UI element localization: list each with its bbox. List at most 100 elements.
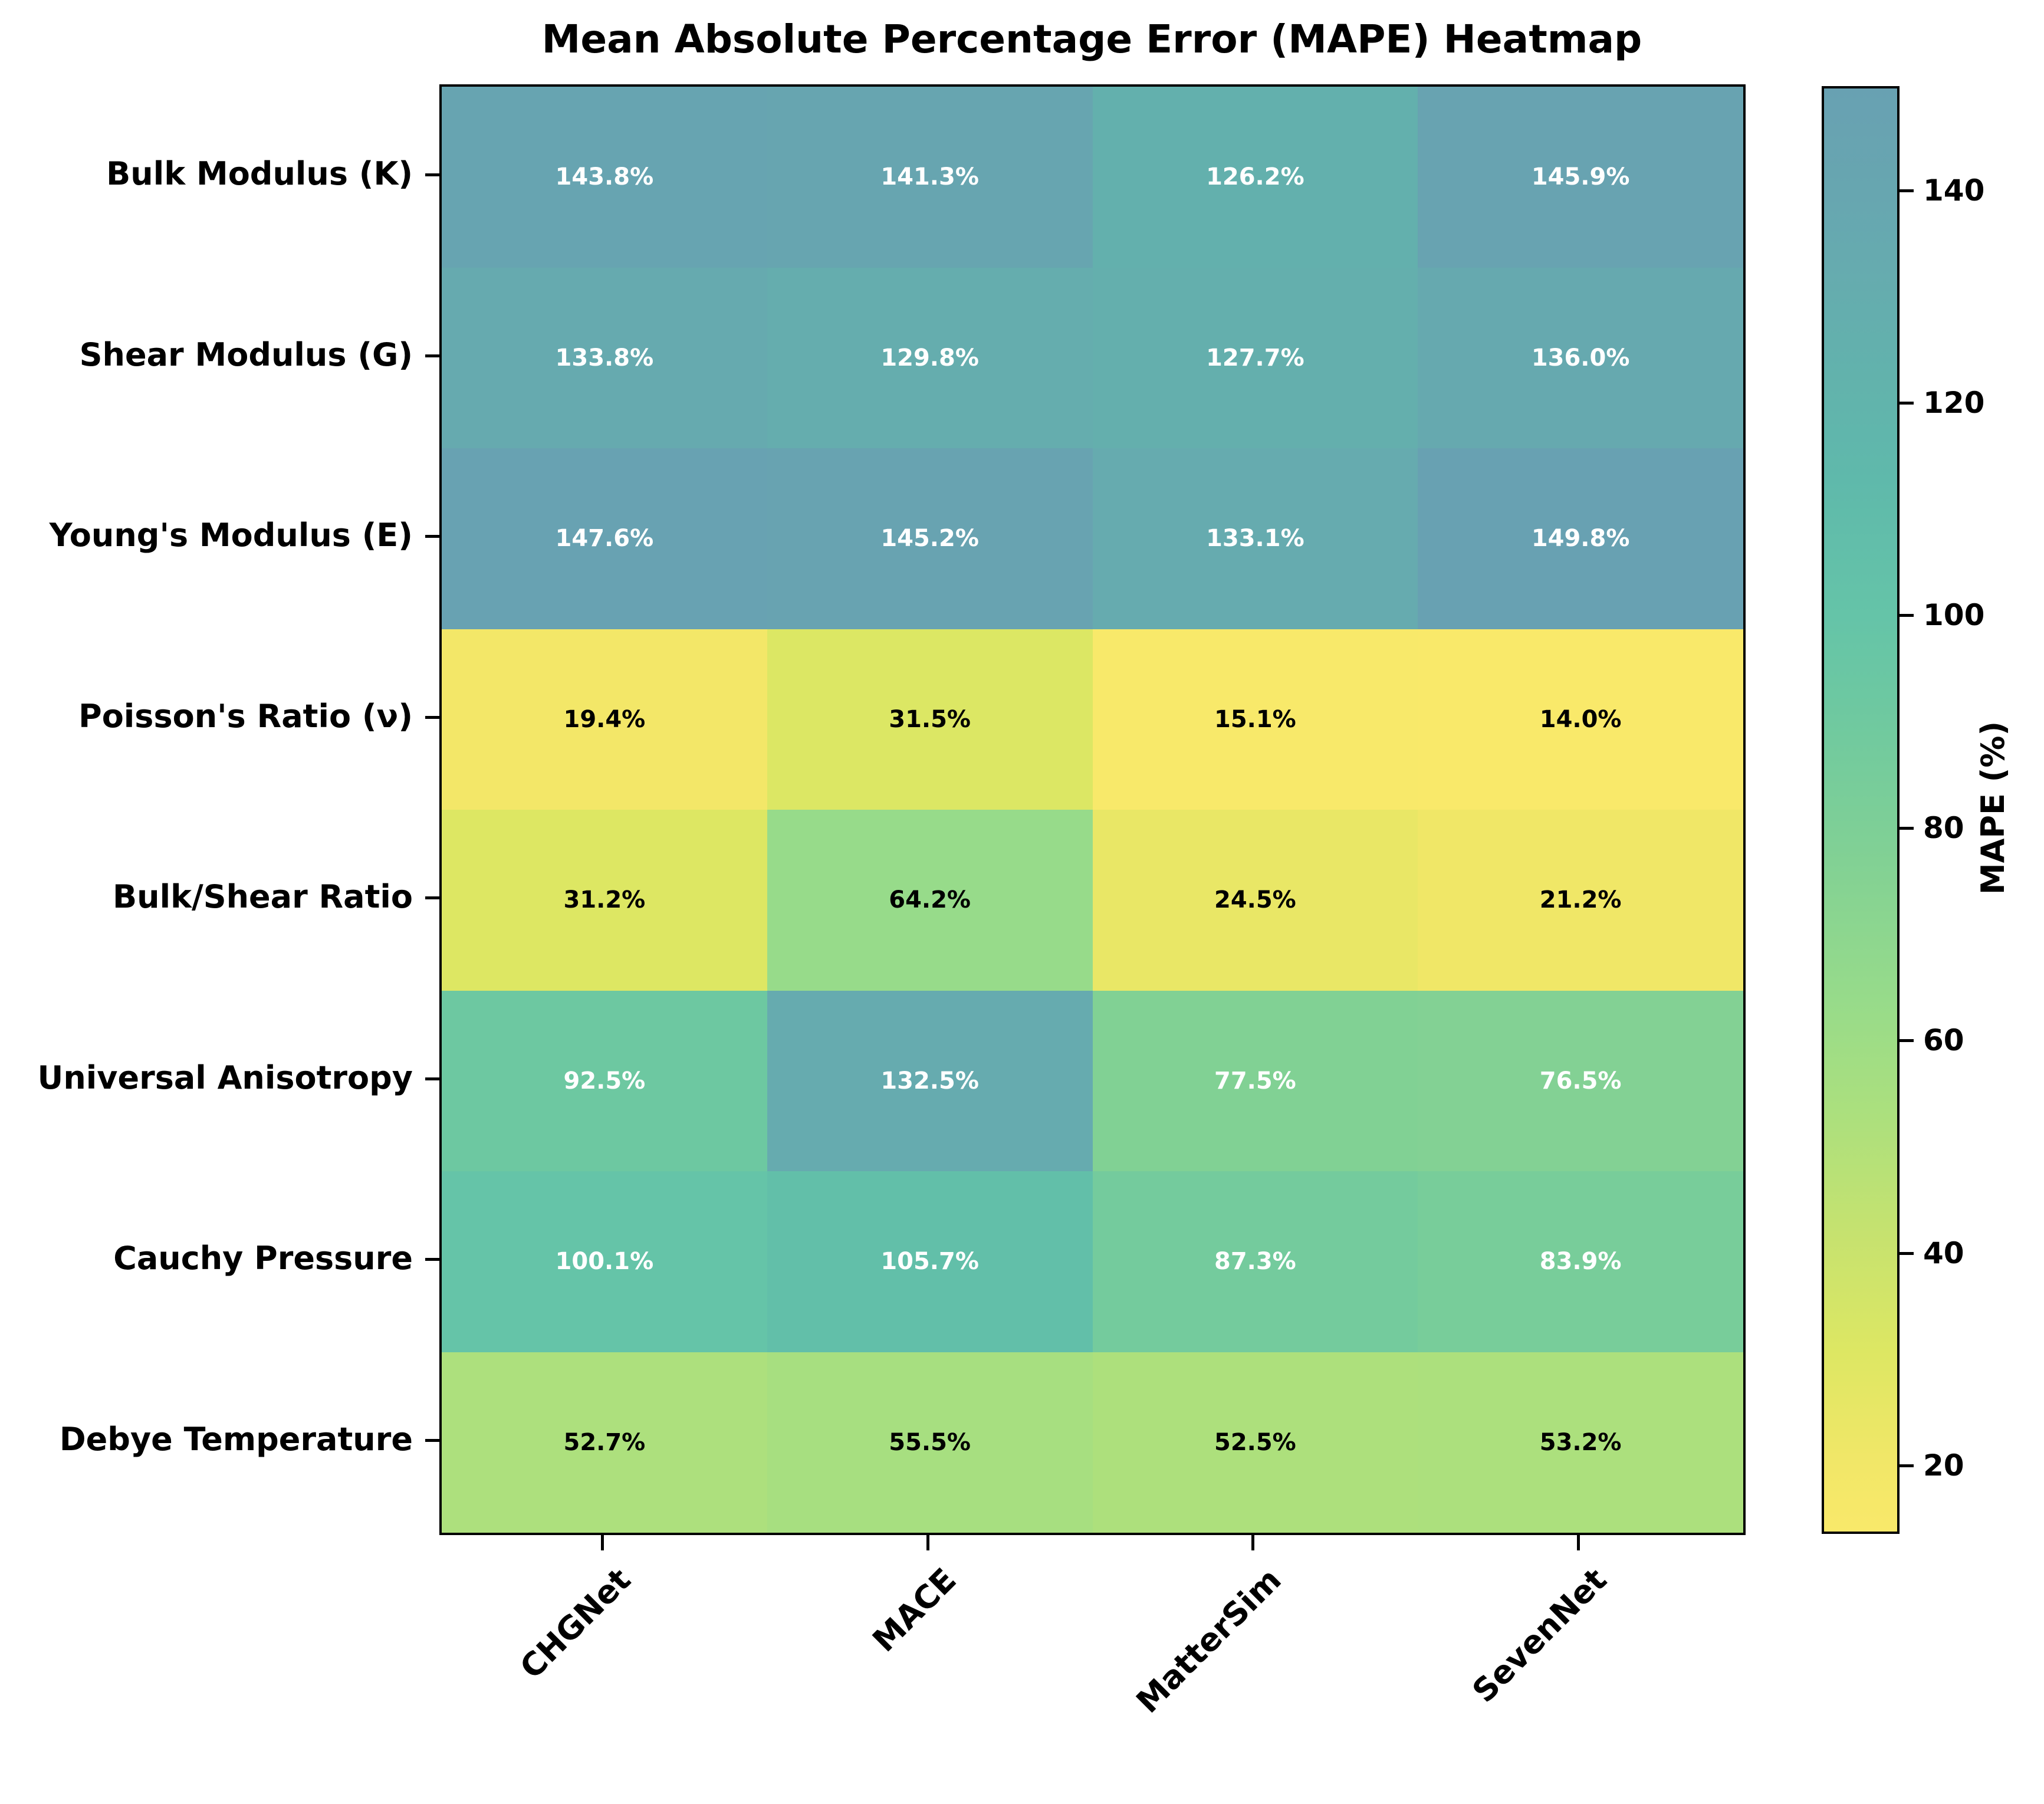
cell-value-label: 76.5% (1539, 1067, 1622, 1095)
heatmap-cell: 15.1% (1092, 629, 1418, 810)
colorbar-gradient (1822, 86, 1900, 1534)
cell-value-label: 64.2% (889, 886, 971, 914)
heatmap-cell: 52.7% (442, 1352, 767, 1533)
cell-value-label: 92.5% (563, 1067, 646, 1095)
cell-value-label: 136.0% (1531, 344, 1630, 372)
cell-value-label: 126.2% (1206, 163, 1304, 191)
heatmap-cell: 92.5% (442, 990, 767, 1171)
cell-value-label: 55.5% (889, 1428, 971, 1456)
colorbar-tick-mark (1900, 1039, 1914, 1043)
colorbar-axis-label: MAPE (%) (1974, 721, 2012, 895)
y-tick-mark (425, 354, 439, 357)
y-tick-mark (425, 896, 439, 900)
cell-value-label: 24.5% (1214, 886, 1296, 914)
y-tick-label: Bulk/Shear Ratio (112, 878, 413, 916)
y-tick-label: Universal Anisotropy (37, 1059, 413, 1096)
cell-value-label: 145.2% (880, 525, 979, 553)
heatmap-cell: 24.5% (1092, 810, 1418, 991)
x-tick-label: CHGNet (512, 1561, 638, 1686)
y-tick-mark (425, 535, 439, 538)
heatmap-cell: 83.9% (1418, 1171, 1743, 1352)
y-tick-label: Poisson's Ratio (ν) (78, 697, 413, 735)
cell-value-label: 31.5% (889, 705, 971, 733)
colorbar-tick-label: 140 (1923, 173, 1985, 208)
cell-value-label: 21.2% (1539, 886, 1622, 914)
heatmap-cell: 14.0% (1418, 629, 1743, 810)
cell-value-label: 77.5% (1214, 1067, 1296, 1095)
heatmap-cell: 149.8% (1418, 448, 1743, 629)
heatmap-cell: 132.5% (767, 990, 1093, 1171)
cell-value-label: 143.8% (555, 163, 654, 191)
y-tick-mark (425, 1438, 439, 1442)
cell-value-label: 19.4% (563, 705, 646, 733)
heatmap-cell: 64.2% (767, 810, 1093, 991)
heatmap-cell: 127.7% (1092, 267, 1418, 448)
y-tick-mark (425, 173, 439, 177)
colorbar-tick-mark (1900, 189, 1914, 192)
heatmap-cell: 100.1% (442, 1171, 767, 1352)
heatmap-cell: 143.8% (442, 87, 767, 268)
y-tick-label: Shear Modulus (G) (79, 336, 413, 373)
colorbar-tick-label: 100 (1923, 598, 1985, 633)
cell-value-label: 141.3% (880, 163, 979, 191)
cell-value-label: 129.8% (880, 344, 979, 372)
heatmap-cell: 19.4% (442, 629, 767, 810)
y-tick-mark (425, 1077, 439, 1080)
heatmap-cell: 141.3% (767, 87, 1093, 268)
cell-value-label: 133.1% (1206, 525, 1304, 553)
cell-value-label: 133.8% (555, 344, 654, 372)
y-tick-label: Debye Temperature (59, 1420, 413, 1458)
heatmap-cell: 52.5% (1092, 1352, 1418, 1533)
x-tick-mark (926, 1535, 929, 1550)
cell-value-label: 100.1% (555, 1248, 654, 1276)
heatmap-cell: 53.2% (1418, 1352, 1743, 1533)
heatmap-cell: 31.5% (767, 629, 1093, 810)
heatmap-cell: 105.7% (767, 1171, 1093, 1352)
x-tick-mark (1251, 1535, 1255, 1550)
colorbar-tick-mark (1900, 1464, 1914, 1467)
x-tick-label: SevenNet (1465, 1561, 1614, 1710)
cell-value-label: 145.9% (1531, 163, 1630, 191)
colorbar-tick-label: 40 (1923, 1235, 1964, 1270)
colorbar-tick-label: 60 (1923, 1023, 1964, 1058)
cell-value-label: 83.9% (1539, 1248, 1622, 1276)
heatmap-cell: 77.5% (1092, 990, 1418, 1171)
heatmap-cell: 55.5% (767, 1352, 1093, 1533)
cell-value-label: 105.7% (880, 1248, 979, 1276)
y-tick-mark (425, 1258, 439, 1261)
colorbar-tick-label: 80 (1923, 810, 1964, 845)
heatmap-cell: 147.6% (442, 448, 767, 629)
heatmap-cell: 76.5% (1418, 990, 1743, 1171)
cell-value-label: 132.5% (880, 1067, 979, 1095)
chart-title: Mean Absolute Percentage Error (MAPE) He… (541, 17, 1642, 62)
colorbar-tick-mark (1900, 1251, 1914, 1255)
heatmap-cell: 145.9% (1418, 87, 1743, 268)
colorbar-tick-mark (1900, 401, 1914, 405)
cell-value-label: 14.0% (1539, 705, 1622, 733)
x-tick-label: MatterSim (1129, 1561, 1289, 1720)
heatmap-cell: 31.2% (442, 810, 767, 991)
colorbar-tick-mark (1900, 614, 1914, 617)
cell-value-label: 147.6% (555, 525, 654, 553)
x-tick-mark (600, 1535, 604, 1550)
y-tick-mark (425, 715, 439, 719)
cell-value-label: 52.7% (563, 1428, 646, 1456)
heatmap-cell: 87.3% (1092, 1171, 1418, 1352)
heatmap-grid: 143.8% 141.3% 126.2% 145.9% 133.8% 129.8% 127.… (439, 84, 1746, 1535)
cell-value-label: 31.2% (563, 886, 646, 914)
colorbar-tick-mark (1900, 826, 1914, 830)
cell-value-label: 127.7% (1206, 344, 1304, 372)
y-tick-label: Young's Modulus (E) (49, 517, 413, 554)
y-tick-label: Cauchy Pressure (113, 1240, 413, 1277)
cell-value-label: 53.2% (1539, 1428, 1622, 1456)
cell-value-label: 87.3% (1214, 1248, 1296, 1276)
heatmap-cell: 21.2% (1418, 810, 1743, 991)
colorbar-tick-label: 120 (1923, 385, 1985, 420)
cell-value-label: 149.8% (1531, 525, 1630, 553)
cell-value-label: 15.1% (1214, 705, 1296, 733)
heatmap-cell: 136.0% (1418, 267, 1743, 448)
heatmap-cell: 133.1% (1092, 448, 1418, 629)
heatmap-cell: 129.8% (767, 267, 1093, 448)
colorbar-tick-label: 20 (1923, 1448, 1964, 1483)
x-tick-mark (1577, 1535, 1580, 1550)
